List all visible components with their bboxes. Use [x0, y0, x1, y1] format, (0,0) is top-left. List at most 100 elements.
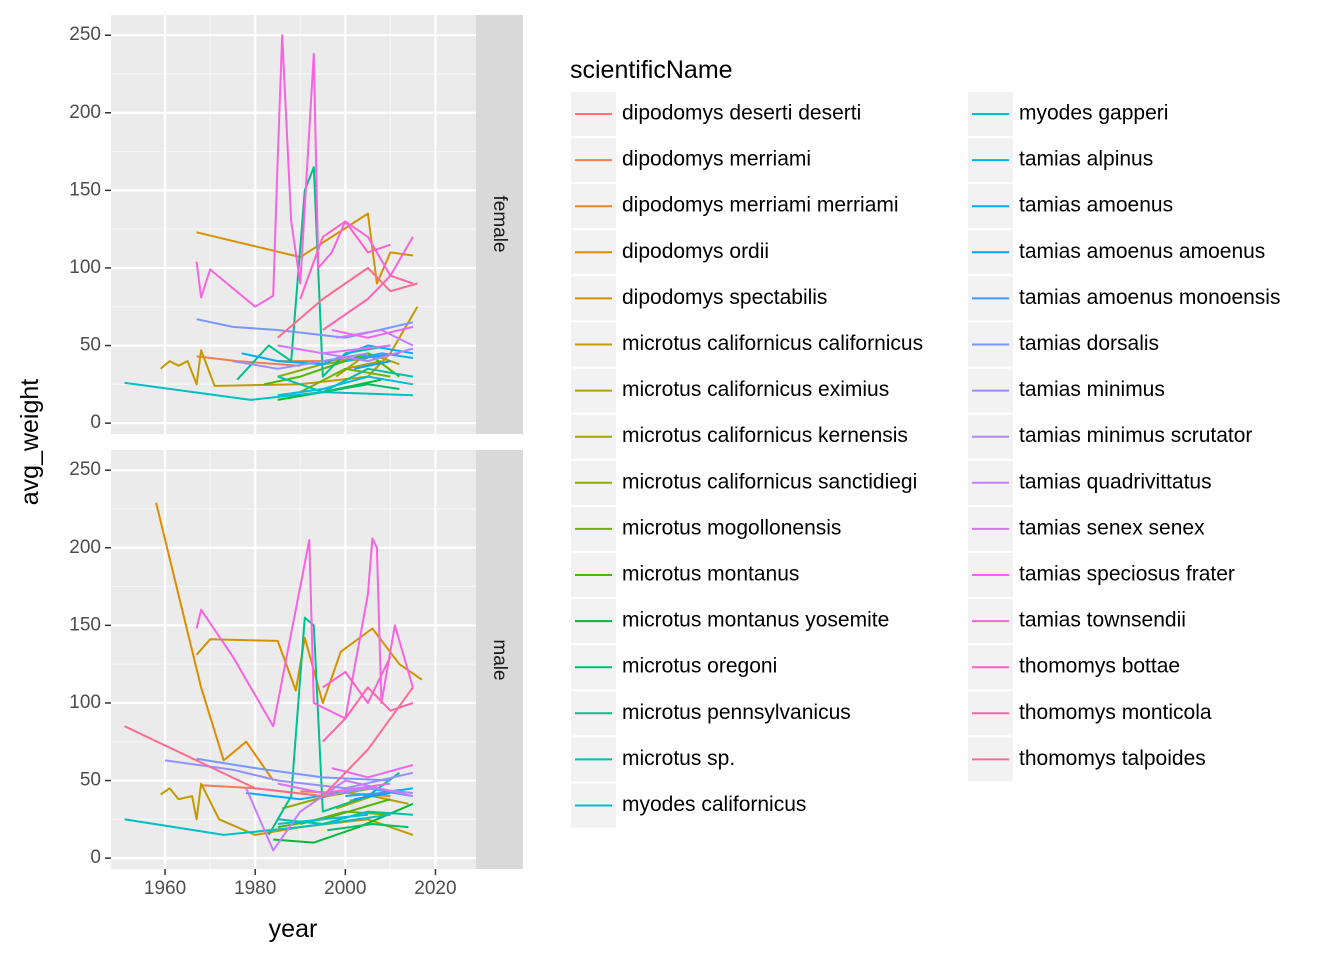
y-tick-label: 0	[90, 412, 101, 433]
legend-label: thomomys monticola	[1019, 701, 1212, 724]
x-tick-label: 1980	[234, 878, 276, 899]
legend-item: tamias amoenus	[968, 184, 1173, 229]
legend-label: microtus californicus sanctidiegi	[622, 470, 917, 493]
y-tick-label: 50	[80, 335, 101, 356]
legend-label: dipodomys deserti deserti	[622, 102, 861, 125]
y-tick-label: 50	[80, 770, 101, 791]
y-axis-female: 0 50 100 150 200 250	[69, 24, 111, 433]
panel-lines	[124, 502, 423, 852]
panel-grid	[111, 450, 476, 869]
series-line	[124, 381, 413, 401]
legend-label: tamias amoenus amoenus	[1019, 240, 1265, 263]
series-line	[322, 787, 414, 798]
legend-item: microtus californicus kernensis	[571, 414, 908, 459]
legend-item: microtus californicus eximius	[571, 368, 889, 413]
legend-item: tamias amoenus monoensis	[968, 276, 1280, 321]
legend-item: microtus montanus	[571, 553, 799, 597]
series-line	[155, 502, 275, 782]
series-line	[124, 813, 391, 836]
legend-item: microtus montanus yosemite	[571, 599, 889, 644]
legend-item: microtus oregoni	[571, 645, 777, 690]
x-tick-label: 2000	[324, 878, 366, 899]
series-line	[322, 383, 400, 394]
legend-label: tamias dorsalis	[1019, 332, 1159, 355]
series-line	[277, 267, 418, 339]
x-axis: 1960 1980 2000 2020	[144, 869, 457, 899]
legend-item: tamias townsendii	[968, 599, 1186, 644]
legend-label: dipodomys spectabilis	[622, 286, 827, 309]
legend-item: tamias minimus	[968, 368, 1165, 413]
y-tick-label: 0	[90, 847, 101, 868]
y-tick-label: 150	[69, 179, 101, 200]
series-line	[327, 823, 409, 832]
legend-item: tamias dorsalis	[968, 322, 1159, 367]
series-line	[299, 367, 391, 393]
panel-female	[111, 15, 476, 434]
y-tick-label: 250	[69, 459, 101, 480]
series-line	[322, 274, 414, 331]
legend-label: microtus montanus yosemite	[622, 609, 889, 632]
series-line	[322, 347, 414, 363]
legend-item: thomomys talpoides	[968, 737, 1206, 782]
series-line	[277, 344, 391, 355]
legend-label: microtus mogollonensis	[622, 516, 841, 539]
legend-label: tamias minimus scrutator	[1019, 424, 1252, 447]
legend-label: thomomys bottae	[1019, 655, 1180, 678]
legend-label: tamias minimus	[1019, 378, 1165, 401]
legend-label: dipodomys merriami	[622, 148, 811, 171]
legend-item: tamias minimus scrutator	[968, 414, 1252, 459]
series-line	[195, 34, 414, 308]
legend-items: dipodomys deserti deserti dipodomys merri…	[571, 92, 1280, 828]
legend-label: dipodomys ordii	[622, 240, 769, 263]
series-line	[124, 686, 414, 798]
legend-title: scientificName	[570, 56, 733, 84]
series-line	[245, 779, 414, 852]
legend-label: microtus oregoni	[622, 655, 777, 678]
facet-strip-male	[476, 450, 523, 869]
series-line	[345, 360, 382, 370]
legend-label: tamias townsendii	[1019, 609, 1186, 632]
series-line	[241, 344, 414, 366]
legend-item: thomomys monticola	[968, 691, 1212, 736]
series-line	[331, 764, 414, 779]
legend-label: microtus sp.	[622, 747, 735, 770]
x-tick-label: 2020	[414, 878, 456, 899]
legend-label: microtus californicus californicus	[622, 332, 923, 355]
y-tick-label: 100	[69, 692, 101, 713]
legend-label: myodes gapperi	[1019, 102, 1168, 125]
legend-label: tamias speciosus frater	[1019, 563, 1235, 586]
y-tick-label: 100	[69, 257, 101, 278]
legend-label: microtus californicus eximius	[622, 378, 889, 401]
legend-label: microtus californicus kernensis	[622, 424, 908, 447]
series-line	[277, 375, 414, 397]
legend-item: dipodomys merriami	[571, 138, 811, 183]
y-axis-title: avg_weight	[16, 379, 44, 506]
y-tick-label: 200	[69, 537, 101, 558]
series-line	[322, 655, 392, 704]
legend-item: thomomys bottae	[968, 645, 1180, 690]
legend-label: dipodomys merriami merriami	[622, 194, 899, 217]
legend-item: dipodomys ordii	[571, 230, 769, 275]
legend-label: tamias quadrivittatus	[1019, 470, 1212, 493]
legend-item: microtus californicus californicus	[571, 322, 923, 367]
legend-item: tamias alpinus	[968, 138, 1153, 183]
panel-lines	[124, 34, 419, 401]
legend-item: tamias quadrivittatus	[968, 460, 1212, 505]
series-line	[159, 306, 419, 387]
x-axis-title: year	[269, 915, 318, 943]
x-tick-label: 1960	[144, 878, 186, 899]
legend-label: thomomys talpoides	[1019, 747, 1206, 770]
series-line	[277, 782, 391, 794]
legend-item: dipodomys deserti deserti	[571, 92, 861, 136]
legend-item: microtus pennsylvanicus	[571, 691, 851, 736]
legend-item: myodes californicus	[571, 783, 806, 828]
facet-strip-female	[476, 15, 523, 434]
series-line	[277, 367, 414, 394]
legend-item: tamias senex senex	[968, 506, 1205, 551]
legend-label: microtus pennsylvanicus	[622, 701, 851, 724]
legend-item: tamias speciosus frater	[968, 553, 1235, 597]
y-tick-label: 150	[69, 614, 101, 635]
legend-item: myodes gapperi	[968, 92, 1168, 136]
legend-label: tamias senex senex	[1019, 516, 1205, 539]
